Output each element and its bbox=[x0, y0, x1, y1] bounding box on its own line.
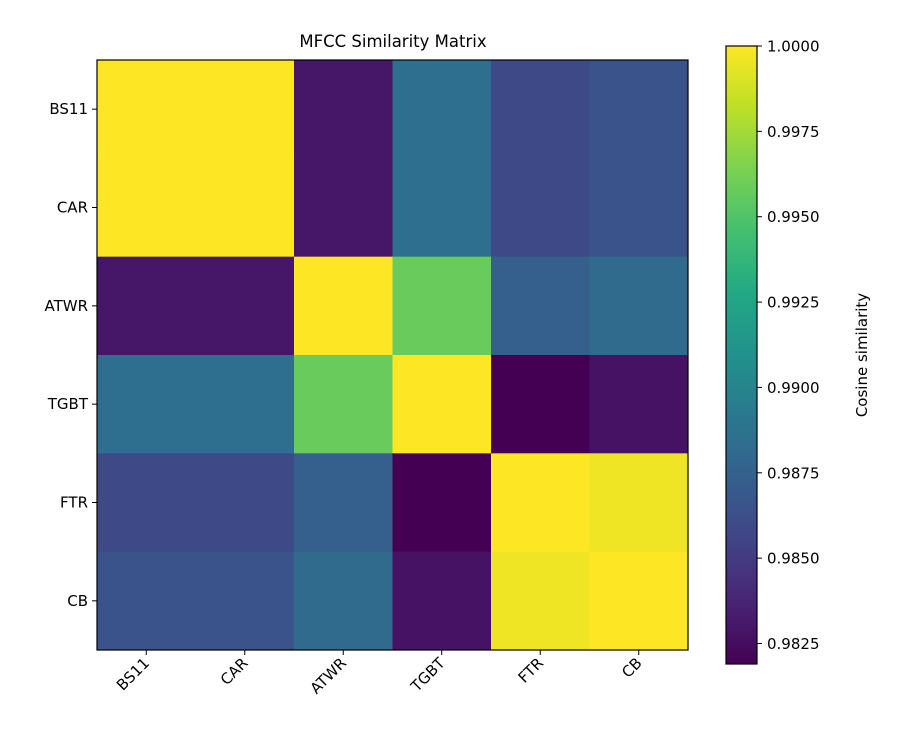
x-tick-label: CAR bbox=[217, 654, 252, 689]
heatmap-cell bbox=[195, 158, 295, 258]
heatmap-cell bbox=[491, 256, 590, 356]
colorbar-tick-label: 0.9875 bbox=[767, 464, 820, 482]
heatmap-cell bbox=[294, 256, 393, 356]
chart-title: MFCC Similarity Matrix bbox=[299, 32, 486, 51]
heatmap-cell bbox=[294, 551, 393, 651]
x-axis: BS11 CAR ATWR TGBT FTR CB bbox=[113, 650, 646, 698]
heatmap-cell bbox=[294, 60, 393, 159]
heatmap-cell bbox=[195, 256, 295, 356]
heatmap-cell bbox=[589, 60, 689, 159]
y-tick-label: FTR bbox=[60, 494, 88, 512]
colorbar-label: Cosine similarity bbox=[853, 293, 871, 417]
heatmap-cell bbox=[97, 60, 196, 159]
heatmap-cell bbox=[392, 551, 492, 651]
heatmap-cell bbox=[392, 256, 492, 356]
heatmap-cell bbox=[392, 355, 492, 454]
heatmap-cell bbox=[294, 355, 393, 454]
colorbar-tick-label: 0.9900 bbox=[767, 379, 820, 397]
heatmap-cell bbox=[195, 551, 295, 651]
heatmap-cell bbox=[97, 355, 196, 454]
heatmap-cell bbox=[589, 256, 689, 356]
x-tick-label: CB bbox=[618, 654, 645, 681]
heatmap-cells bbox=[97, 60, 689, 651]
heatmap-cell bbox=[491, 355, 590, 454]
y-tick-label: BS11 bbox=[49, 100, 88, 118]
colorbar-tick-label: 0.9950 bbox=[767, 208, 820, 226]
heatmap-cell bbox=[491, 158, 590, 258]
heatmap-cell bbox=[392, 158, 492, 258]
heatmap-cell bbox=[97, 158, 196, 258]
y-tick-label: TGBT bbox=[47, 395, 89, 413]
heatmap-cell bbox=[195, 453, 295, 553]
x-tick-label: BS11 bbox=[113, 654, 153, 694]
heatmap-cell bbox=[589, 453, 689, 553]
heatmap-cell bbox=[589, 158, 689, 258]
y-tick-label: CAR bbox=[57, 199, 88, 217]
heatmap-cell bbox=[195, 60, 295, 159]
y-axis: BS11 CAR ATWR TGBT FTR CB bbox=[44, 100, 97, 610]
heatmap-cell bbox=[589, 551, 689, 651]
heatmap-cell bbox=[491, 60, 590, 159]
heatmap-cell bbox=[294, 453, 393, 553]
x-tick-label: FTR bbox=[515, 654, 547, 686]
y-tick-label: CB bbox=[67, 592, 88, 610]
colorbar-tick-label: 0.9975 bbox=[767, 123, 820, 141]
heatmap-cell bbox=[392, 60, 492, 159]
heatmap-cell bbox=[97, 256, 196, 356]
x-tick-label: ATWR bbox=[307, 654, 350, 697]
heatmap-cell bbox=[97, 453, 196, 553]
heatmap-cell bbox=[294, 158, 393, 258]
y-tick-label: ATWR bbox=[44, 297, 88, 315]
heatmap-cell bbox=[392, 453, 492, 553]
heatmap-cell bbox=[195, 355, 295, 454]
heatmap-cell bbox=[491, 551, 590, 651]
heatmap-cell bbox=[97, 551, 196, 651]
heatmap-cell bbox=[589, 355, 689, 454]
heatmap-cell bbox=[491, 453, 590, 553]
colorbar-tick-label: 0.9825 bbox=[767, 635, 820, 653]
x-tick-label: TGBT bbox=[407, 654, 449, 696]
colorbar-axis: 0.9825 0.9850 0.9875 0.9900 0.9925 0.9950 0.99… bbox=[757, 38, 820, 653]
colorbar bbox=[725, 45, 758, 665]
colorbar-tick-label: 1.0000 bbox=[767, 38, 820, 56]
axes-frame bbox=[96, 59, 689, 651]
colorbar-tick-label: 0.9925 bbox=[767, 294, 820, 312]
colorbar-tick-label: 0.9850 bbox=[767, 550, 820, 568]
